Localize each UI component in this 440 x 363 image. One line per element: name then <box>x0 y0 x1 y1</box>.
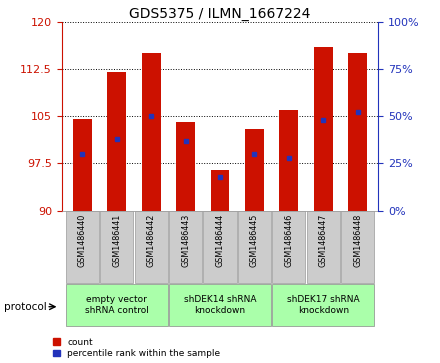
Text: protocol: protocol <box>4 302 47 312</box>
FancyBboxPatch shape <box>100 211 133 283</box>
Text: GSM1486443: GSM1486443 <box>181 213 190 267</box>
FancyBboxPatch shape <box>307 211 340 283</box>
Bar <box>176 122 195 211</box>
Text: shDEK17 shRNA
knockdown: shDEK17 shRNA knockdown <box>287 295 359 315</box>
FancyBboxPatch shape <box>169 211 202 283</box>
FancyBboxPatch shape <box>135 211 168 283</box>
Legend: count, percentile rank within the sample: count, percentile rank within the sample <box>53 338 220 359</box>
Bar <box>348 53 367 211</box>
FancyBboxPatch shape <box>272 211 305 283</box>
FancyBboxPatch shape <box>169 284 271 326</box>
FancyBboxPatch shape <box>203 211 237 283</box>
FancyBboxPatch shape <box>238 211 271 283</box>
Bar <box>73 119 92 211</box>
Bar <box>245 129 264 211</box>
Text: GSM1486445: GSM1486445 <box>250 213 259 267</box>
Text: GSM1486444: GSM1486444 <box>216 213 224 267</box>
Bar <box>142 53 161 211</box>
FancyBboxPatch shape <box>341 211 374 283</box>
Text: shDEK14 shRNA
knockdown: shDEK14 shRNA knockdown <box>184 295 256 315</box>
FancyBboxPatch shape <box>66 211 99 283</box>
Text: GSM1486440: GSM1486440 <box>78 213 87 267</box>
Text: empty vector
shRNA control: empty vector shRNA control <box>85 295 149 315</box>
Text: GSM1486442: GSM1486442 <box>147 213 156 267</box>
Text: GSM1486448: GSM1486448 <box>353 213 362 267</box>
FancyBboxPatch shape <box>272 284 374 326</box>
Text: GSM1486441: GSM1486441 <box>112 213 121 267</box>
Title: GDS5375 / ILMN_1667224: GDS5375 / ILMN_1667224 <box>129 7 311 21</box>
Bar <box>314 47 333 211</box>
Text: GSM1486446: GSM1486446 <box>284 213 293 267</box>
Bar <box>210 170 230 211</box>
Text: GSM1486447: GSM1486447 <box>319 213 328 267</box>
FancyBboxPatch shape <box>66 284 168 326</box>
Bar <box>107 72 126 211</box>
Bar <box>279 110 298 211</box>
